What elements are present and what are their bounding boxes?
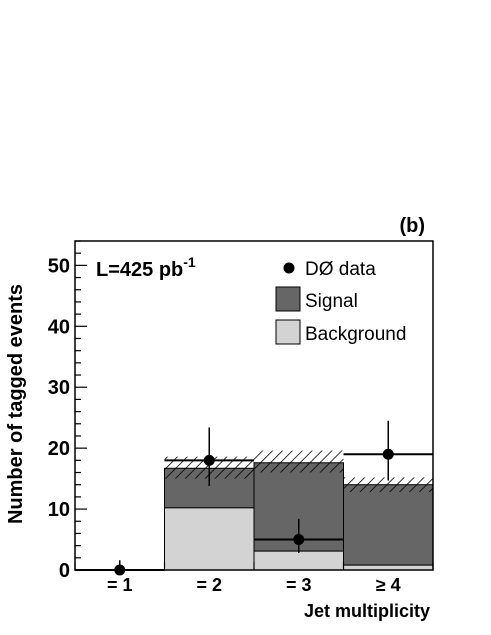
uncertainty-band: [164, 450, 433, 493]
uncertainty-hatch: [254, 450, 344, 473]
y-tick-label: 30: [48, 377, 70, 399]
y-axis: 0 10 20 30 40 50: [48, 240, 87, 582]
y-axis-title: Number of tagged events: [5, 284, 27, 524]
panel-label: (b): [399, 215, 425, 237]
x-tick-label: ≥ 4: [376, 575, 401, 595]
data-point: [203, 454, 215, 466]
y-tick-label: 40: [48, 316, 70, 338]
signal-bar: [343, 484, 434, 566]
y-tick-label: 10: [48, 499, 70, 521]
x-axis-title: Jet multiplicity: [304, 601, 430, 621]
legend-background-label: Background: [305, 324, 406, 345]
background-bar: [253, 550, 344, 571]
legend-background-swatch: [275, 319, 301, 345]
data-point: [293, 534, 305, 546]
uncertainty-hatch: [343, 477, 433, 493]
luminosity-label: L=425 pb-1: [96, 254, 196, 281]
legend-data-label: DØ data: [305, 259, 376, 280]
legend-data-marker: [283, 262, 295, 274]
background-bar: [164, 507, 255, 571]
legend-signal-swatch: [275, 286, 301, 312]
x-tick-label: = 1: [107, 575, 133, 595]
legend: DØ data Signal Background: [275, 259, 406, 345]
luminosity-text: L=425 pb: [96, 259, 183, 281]
legend-signal-label: Signal: [305, 291, 358, 312]
y-tick-label: 50: [48, 255, 70, 277]
x-axis: = 1 = 2 = 3 ≥ 4: [74, 562, 434, 595]
y-tick-label: 20: [48, 438, 70, 460]
x-tick-label: = 3: [286, 575, 312, 595]
luminosity-exponent: -1: [183, 254, 196, 270]
y-tick-label: 0: [59, 560, 70, 582]
x-tick-label: = 2: [196, 575, 222, 595]
data-point: [382, 448, 394, 460]
